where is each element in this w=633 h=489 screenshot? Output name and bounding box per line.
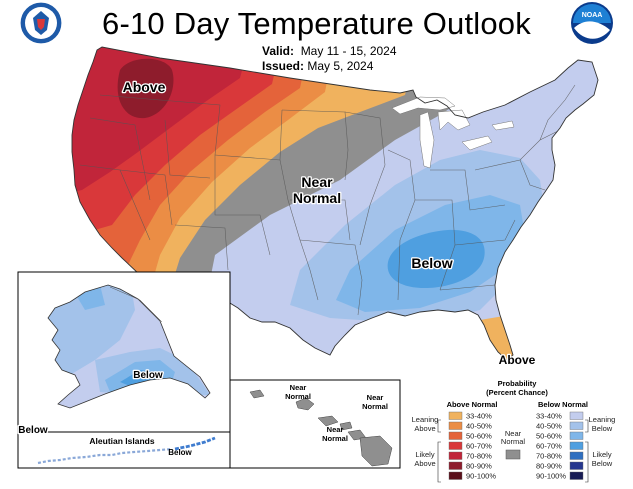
label-near-normal-line2: Normal xyxy=(293,190,341,206)
legend-near-normal-line1: Near xyxy=(505,429,522,438)
legend-title-line2: (Percent Chance) xyxy=(486,388,548,397)
legend-above-label-1: 40-50% xyxy=(466,422,492,431)
label-above-florida: Above xyxy=(499,353,536,367)
legend-below-swatch-0 xyxy=(569,411,584,420)
aleutian-inset-frame xyxy=(17,431,231,469)
legend-above-swatch-5 xyxy=(448,461,463,470)
label-below-southeast: Below xyxy=(411,255,452,271)
hawaii-islands xyxy=(249,389,393,467)
legend-above-swatch-1 xyxy=(448,421,463,430)
legend-leaning-below-line1: Leaning xyxy=(589,415,616,424)
legend-below-swatch-1 xyxy=(569,421,584,430)
legend-below-swatch-4 xyxy=(569,451,584,460)
label-aleutian-below: Below xyxy=(168,448,192,457)
conus-outline xyxy=(71,46,599,361)
noaa-logo-icon: NOAA xyxy=(571,2,613,44)
legend-above-header: Above Normal xyxy=(447,400,498,409)
alaska-outline xyxy=(47,284,211,409)
alaska-border xyxy=(109,286,163,323)
legend-above-label-0: 33-40% xyxy=(466,412,492,421)
valid-label: Valid: xyxy=(262,44,295,58)
legend-likely-above-line1: Likely xyxy=(415,450,434,459)
legend-below-swatch-5 xyxy=(569,461,584,470)
legend-below-swatch-3 xyxy=(569,441,584,450)
legend-below-label-5: 80-90% xyxy=(536,462,562,471)
legend-below-label-0: 33-40% xyxy=(536,412,562,421)
issued-date: May 5, 2024 xyxy=(307,59,374,73)
legend-above-swatch-2 xyxy=(448,431,463,440)
label-hawaii-near-a-line2: Normal xyxy=(285,392,311,401)
legend-above-label-2: 50-60% xyxy=(466,432,492,441)
page-title: 6-10 Day Temperature Outlook xyxy=(102,6,531,41)
legend-below-label-2: 50-60% xyxy=(536,432,562,441)
label-hawaii-near-b-line1: Near xyxy=(367,393,384,402)
label-hawaii-near-c-line2: Normal xyxy=(322,434,348,443)
label-alaska-below-southwest: Below xyxy=(18,425,48,436)
legend-likely-below-line2: Below xyxy=(592,459,613,468)
legend-leaning-below-line2: Below xyxy=(592,424,613,433)
legend-above-swatch-4 xyxy=(448,451,463,460)
legend-below-swatch-6 xyxy=(569,471,584,480)
legend-title-line1: Probability xyxy=(498,379,538,388)
valid-dates: May 11 - 15, 2024 xyxy=(300,44,397,58)
legend-leaning-above-line1: Leaning xyxy=(412,415,439,424)
legend-above-swatch-6 xyxy=(448,471,463,480)
legend-below-swatches: 33-40%40-50%50-60%60-70%70-80%80-90%90-1… xyxy=(536,411,584,481)
legend-near-normal-swatch xyxy=(505,449,521,460)
legend-below-label-6: 90-100% xyxy=(536,472,566,481)
legend-above-swatch-0 xyxy=(448,411,463,420)
date-block: Valid: May 11 - 15, 2024 Issued: May 5, … xyxy=(262,44,397,74)
legend-leaning-above-line2: Above xyxy=(414,424,435,433)
label-aleutian-title: Aleutian Islands xyxy=(89,436,154,446)
great-lakes xyxy=(391,96,515,169)
legend-above-label-6: 90-100% xyxy=(466,472,496,481)
legend-above-swatch-3 xyxy=(448,441,463,450)
legend: Probability (Percent Chance) Above Norma… xyxy=(412,379,616,483)
label-hawaii-near-b-line2: Normal xyxy=(362,402,388,411)
label-hawaii-near-c-line1: Near xyxy=(327,425,344,434)
noaa-logo-text: NOAA xyxy=(582,12,603,19)
label-near-normal-line1: Near xyxy=(301,174,333,190)
label-above-northwest: Above xyxy=(123,79,166,95)
label-hawaii-near-a-line1: Near xyxy=(290,383,307,392)
aleutian-islands xyxy=(37,436,216,465)
legend-below-label-3: 60-70% xyxy=(536,442,562,451)
legend-above-label-3: 60-70% xyxy=(466,442,492,451)
state-boundaries xyxy=(79,84,576,316)
legend-above-swatches: 33-40%40-50%50-60%60-70%70-80%80-90%90-1… xyxy=(448,411,496,481)
legend-likely-below-line1: Likely xyxy=(592,450,611,459)
legend-above-label-5: 80-90% xyxy=(466,462,492,471)
label-alaska-below: Below xyxy=(133,370,163,381)
legend-below-label-1: 40-50% xyxy=(536,422,562,431)
legend-below-header: Below Normal xyxy=(538,400,588,409)
legend-below-label-4: 70-80% xyxy=(536,452,562,461)
legend-above-label-4: 70-80% xyxy=(466,452,492,461)
legend-below-swatch-2 xyxy=(569,431,584,440)
legend-likely-above-line2: Above xyxy=(414,459,435,468)
doc-seal-icon xyxy=(19,1,63,45)
legend-near-normal-line2: Normal xyxy=(501,437,526,446)
issued-label: Issued: xyxy=(262,59,305,73)
